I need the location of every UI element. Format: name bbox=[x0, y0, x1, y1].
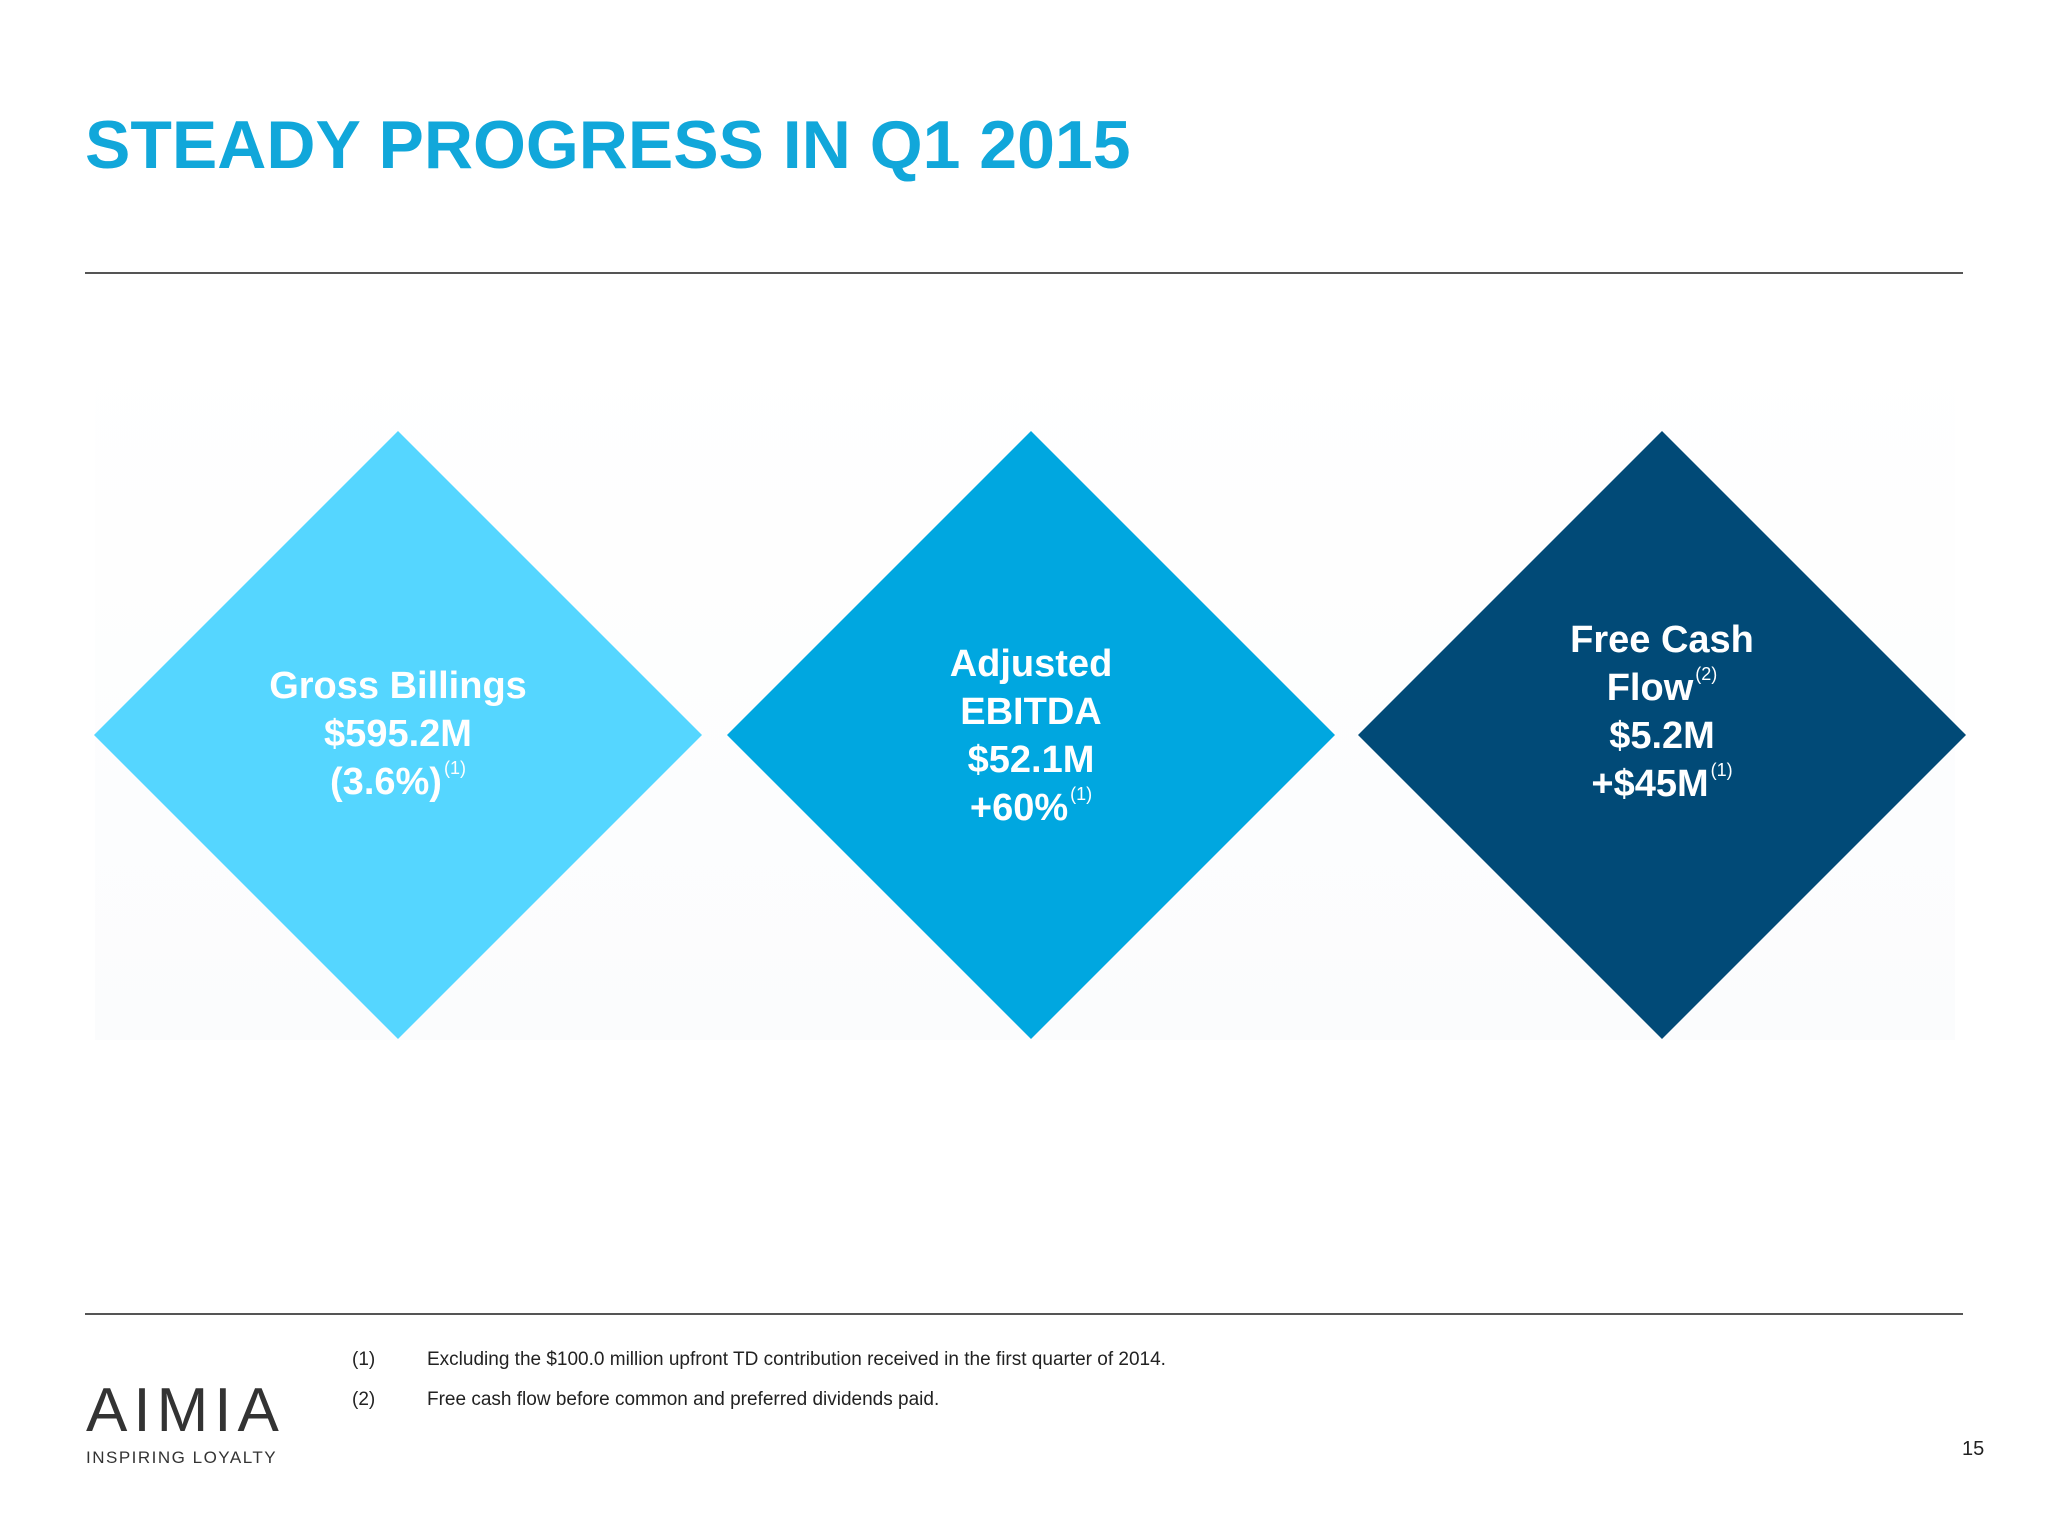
logo-tagline: INSPIRING LOYALTY bbox=[86, 1448, 278, 1467]
metric-label: Flow (2) bbox=[1606, 664, 1718, 709]
metric-label: EBITDA bbox=[960, 691, 1102, 733]
footnote-1: (1) Excluding the $100.0 million upfront… bbox=[352, 1340, 1166, 1380]
metric-label: Free Cash bbox=[1570, 619, 1754, 661]
logo-wordmark: AIMIA bbox=[86, 1376, 285, 1445]
metric-change: (3.6%) (1) bbox=[330, 758, 466, 803]
footnote-number: (2) bbox=[352, 1389, 376, 1410]
adjusted-ebitda-text: Adjusted EBITDA $52.1M +60% (1) bbox=[851, 640, 1211, 832]
free-cash-flow-text: Free Cash Flow (2) $5.2M +$45M (1) bbox=[1482, 616, 1842, 808]
slide-title: STEADY PROGRESS IN Q1 2015 bbox=[85, 107, 1131, 183]
metric-value: $5.2M bbox=[1609, 715, 1715, 757]
metric-value: $52.1M bbox=[967, 739, 1095, 781]
metric-label: Gross Billings bbox=[269, 665, 527, 707]
top-divider bbox=[85, 272, 1963, 274]
footnote-ref: (2) bbox=[1695, 664, 1718, 684]
metric-value: $595.2M bbox=[324, 713, 472, 755]
footnote-text: Excluding the $100.0 million upfront TD … bbox=[427, 1349, 1166, 1370]
metric-label: Adjusted bbox=[949, 643, 1113, 685]
page-number: 15 bbox=[1962, 1438, 1985, 1460]
footnote-ref: (1) bbox=[443, 758, 466, 778]
metric-change: +60% (1) bbox=[969, 784, 1093, 829]
aimia-logo: AIMIA INSPIRING LOYALTY bbox=[86, 1380, 285, 1468]
metric-change: +$45M (1) bbox=[1591, 760, 1733, 805]
footnote-ref: (1) bbox=[1070, 784, 1093, 804]
footnote-text: Free cash flow before common and preferr… bbox=[427, 1389, 940, 1410]
footnote-ref: (1) bbox=[1710, 760, 1733, 780]
footnote-number: (1) bbox=[352, 1349, 376, 1370]
bottom-divider bbox=[85, 1313, 1963, 1315]
footnote-2: (2) Free cash flow before common and pre… bbox=[352, 1380, 1166, 1420]
footnotes: (1) Excluding the $100.0 million upfront… bbox=[352, 1340, 1166, 1420]
gross-billings-text: Gross Billings $595.2M (3.6%) (1) bbox=[218, 662, 578, 806]
